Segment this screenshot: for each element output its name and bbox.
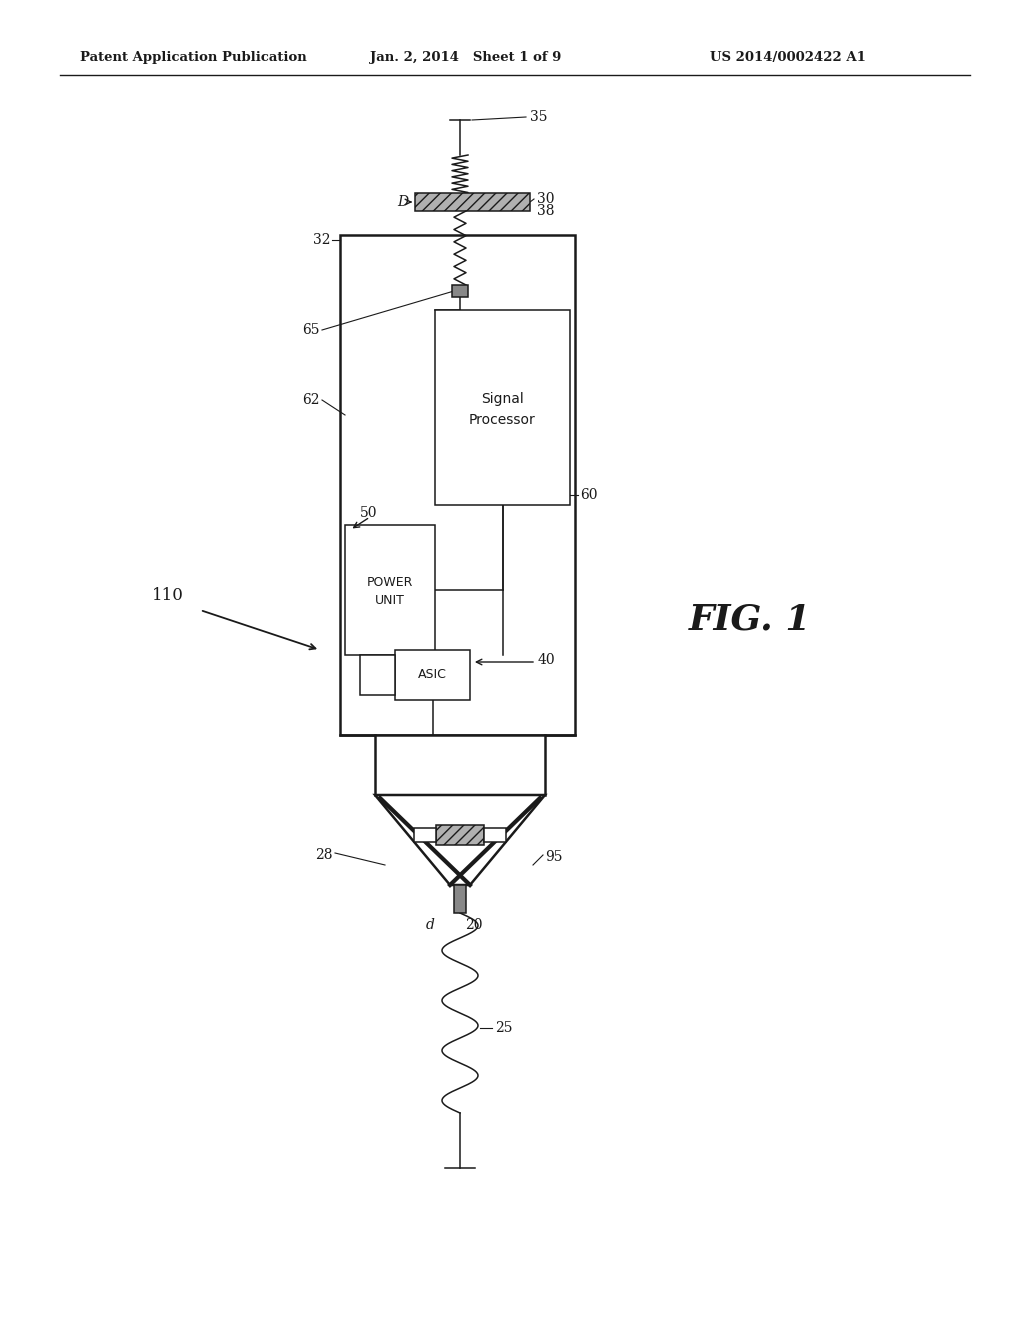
Text: Processor: Processor — [469, 412, 536, 426]
Bar — [375, 735, 545, 795]
Text: FIG. 1: FIG. 1 — [689, 603, 811, 638]
Text: d: d — [426, 917, 434, 932]
Text: Signal: Signal — [481, 392, 524, 407]
Text: 62: 62 — [302, 393, 319, 407]
Bar — [436, 825, 484, 845]
Text: UNIT: UNIT — [375, 594, 404, 606]
Text: 35: 35 — [530, 110, 548, 124]
Text: Jan. 2, 2014   Sheet 1 of 9: Jan. 2, 2014 Sheet 1 of 9 — [370, 51, 561, 65]
Text: US 2014/0002422 A1: US 2014/0002422 A1 — [710, 51, 866, 65]
Text: 28: 28 — [315, 847, 333, 862]
Bar — [414, 828, 436, 842]
Text: D: D — [397, 195, 408, 209]
Text: Patent Application Publication: Patent Application Publication — [80, 51, 307, 65]
Text: 32: 32 — [312, 234, 330, 247]
Bar — [415, 193, 530, 211]
Bar — [484, 828, 506, 842]
Bar — [435, 310, 570, 506]
Text: 25: 25 — [495, 1020, 512, 1035]
Bar — [452, 285, 468, 297]
Text: 38: 38 — [537, 205, 555, 218]
Text: 20: 20 — [465, 917, 482, 932]
Polygon shape — [375, 795, 545, 884]
Text: 30: 30 — [537, 191, 555, 206]
Text: 110: 110 — [152, 586, 184, 603]
Text: ASIC: ASIC — [418, 668, 446, 681]
Bar — [454, 884, 466, 913]
Text: POWER: POWER — [367, 576, 414, 589]
Bar — [360, 655, 395, 696]
Bar — [395, 649, 470, 700]
Text: 50: 50 — [360, 506, 378, 520]
Text: 65: 65 — [302, 323, 319, 337]
Bar — [345, 525, 435, 655]
Bar — [340, 235, 575, 735]
Text: 60: 60 — [580, 488, 597, 502]
Text: 40: 40 — [538, 653, 556, 667]
Text: 95: 95 — [545, 850, 562, 865]
